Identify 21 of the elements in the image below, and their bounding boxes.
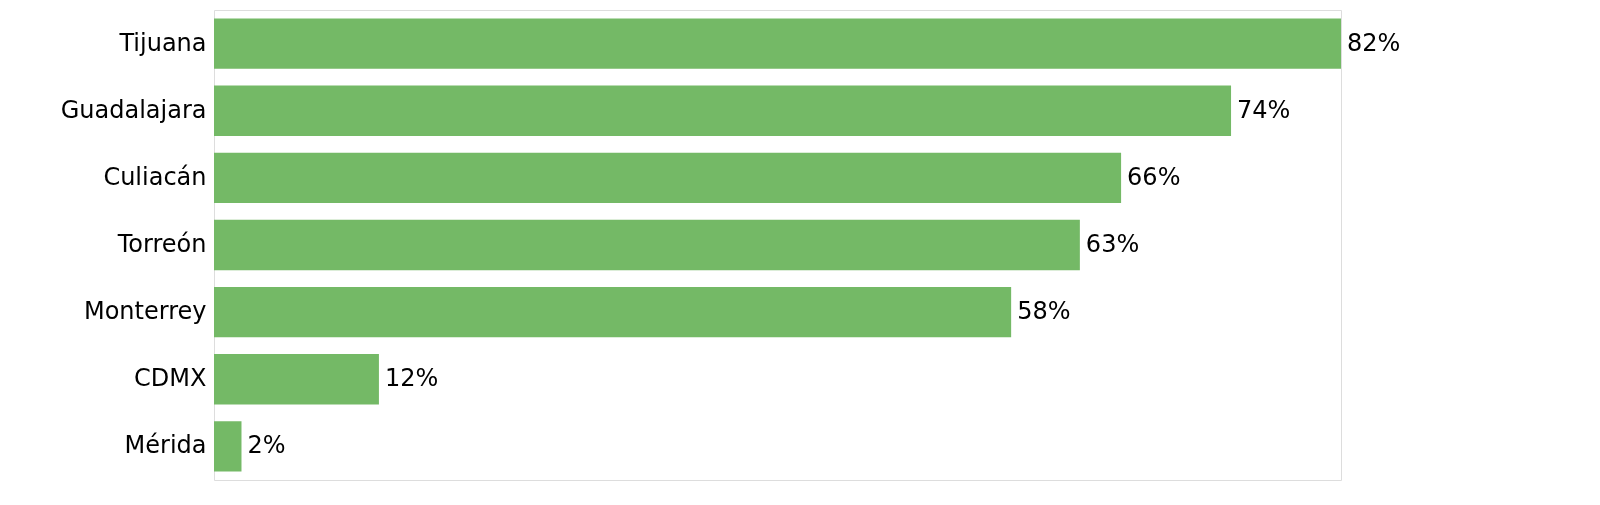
y-tick-label: Mérida	[124, 431, 207, 460]
data-label: 12%	[384, 364, 439, 393]
bar	[214, 219, 1080, 271]
y-tick-label: Tijuana	[118, 28, 207, 57]
data-label: 66%	[1127, 162, 1181, 191]
y-tick-label: CDMX	[134, 364, 207, 393]
bar	[214, 421, 242, 472]
data-label: 58%	[1017, 297, 1071, 326]
bar	[214, 85, 1232, 136]
y-tick-label: Culiacán	[103, 162, 207, 191]
y-tick-label: Monterrey	[83, 297, 207, 326]
bar	[214, 152, 1122, 204]
data-label: 74%	[1237, 95, 1291, 124]
data-label: 2%	[247, 431, 286, 460]
data-label: 63%	[1085, 230, 1140, 258]
y-tick-label: Torreón	[116, 230, 207, 258]
bar	[214, 286, 1012, 338]
bar	[214, 354, 379, 405]
y-tick-label: Guadalajara	[60, 95, 207, 124]
data-label: 82%	[1347, 28, 1401, 57]
bar	[214, 18, 1341, 69]
